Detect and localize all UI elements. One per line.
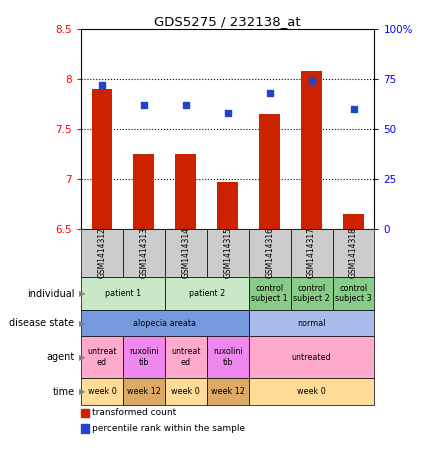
Text: patient 1: patient 1 <box>105 289 141 298</box>
Text: week 12: week 12 <box>127 387 161 396</box>
Point <box>350 106 357 113</box>
Text: ruxolini
tib: ruxolini tib <box>129 347 159 367</box>
Bar <box>343 214 364 229</box>
Text: alopecia areata: alopecia areata <box>134 318 196 328</box>
Text: week 0: week 0 <box>171 387 200 396</box>
Text: GSM1414314: GSM1414314 <box>181 227 191 279</box>
Bar <box>175 154 196 229</box>
Text: individual: individual <box>27 289 74 299</box>
Bar <box>217 182 238 229</box>
Text: week 12: week 12 <box>211 387 245 396</box>
Text: control
subject 2: control subject 2 <box>293 284 330 304</box>
Text: percentile rank within the sample: percentile rank within the sample <box>92 424 245 433</box>
Text: untreat
ed: untreat ed <box>87 347 117 367</box>
Point <box>141 101 148 109</box>
Text: ▶: ▶ <box>79 289 85 298</box>
Text: disease state: disease state <box>9 318 74 328</box>
Text: GSM1414317: GSM1414317 <box>307 227 316 279</box>
Text: transformed count: transformed count <box>92 408 176 417</box>
Point <box>99 82 106 89</box>
Point <box>224 110 231 117</box>
Title: GDS5275 / 232138_at: GDS5275 / 232138_at <box>155 15 301 28</box>
Point <box>182 101 189 109</box>
Point <box>308 77 315 85</box>
Text: untreated: untreated <box>292 352 332 361</box>
Text: ruxolini
tib: ruxolini tib <box>213 347 243 367</box>
Bar <box>301 71 322 229</box>
Text: GSM1414316: GSM1414316 <box>265 227 274 279</box>
Text: time: time <box>52 387 74 397</box>
Bar <box>134 154 154 229</box>
Point <box>266 90 273 97</box>
Text: control
subject 1: control subject 1 <box>251 284 288 304</box>
Text: ▶: ▶ <box>79 352 85 361</box>
Text: GSM1414313: GSM1414313 <box>139 227 148 279</box>
Bar <box>92 89 113 229</box>
Text: GSM1414315: GSM1414315 <box>223 227 232 279</box>
Text: untreat
ed: untreat ed <box>171 347 201 367</box>
Text: patient 2: patient 2 <box>189 289 225 298</box>
Text: GSM1414312: GSM1414312 <box>98 227 106 278</box>
Text: control
subject 3: control subject 3 <box>335 284 372 304</box>
Text: normal: normal <box>297 318 326 328</box>
Text: agent: agent <box>46 352 74 362</box>
Text: week 0: week 0 <box>88 387 117 396</box>
Text: ▶: ▶ <box>79 318 85 328</box>
Bar <box>259 114 280 229</box>
Text: GSM1414318: GSM1414318 <box>349 227 358 278</box>
Text: week 0: week 0 <box>297 387 326 396</box>
Text: ▶: ▶ <box>79 387 85 396</box>
